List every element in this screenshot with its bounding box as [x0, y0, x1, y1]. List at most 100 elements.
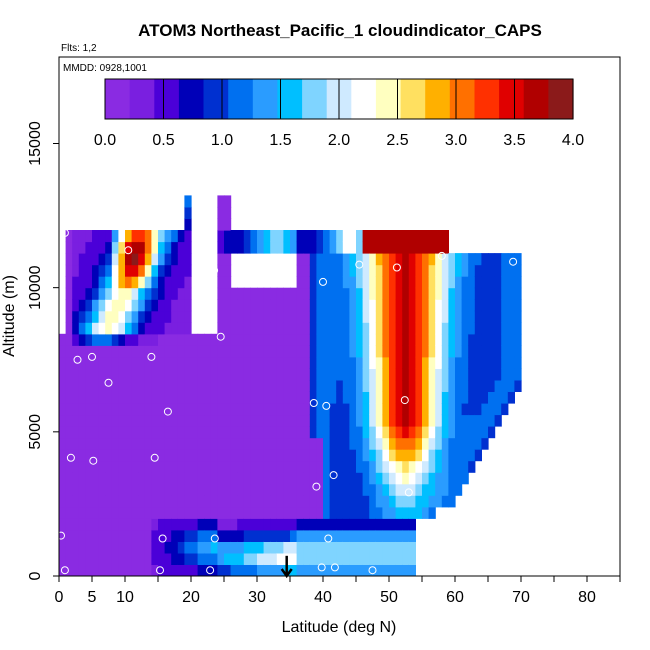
heatmap-cell: [276, 426, 284, 439]
heatmap-cell: [197, 426, 205, 439]
heatmap-cell: [197, 437, 205, 450]
heatmap-cell: [323, 230, 331, 243]
heatmap-cell: [72, 529, 80, 542]
heatmap-cell: [105, 506, 113, 519]
heatmap-cell: [144, 483, 152, 496]
heatmap-cell: [78, 333, 86, 346]
heatmap-cell: [78, 379, 86, 392]
heatmap-cell: [422, 356, 430, 369]
heatmap-cell: [336, 333, 344, 346]
heatmap-cell: [448, 264, 456, 277]
heatmap-cell: [230, 368, 238, 381]
heatmap-cell: [336, 264, 344, 277]
heatmap-cell: [336, 287, 344, 300]
heatmap-cell: [389, 253, 397, 266]
heatmap-cell: [316, 518, 324, 531]
heatmap-cell: [237, 506, 245, 519]
heatmap-cell: [276, 529, 284, 542]
heatmap-cell: [507, 345, 515, 358]
heatmap-cell: [336, 449, 344, 462]
heatmap-cell: [455, 391, 463, 404]
heatmap-cell: [422, 426, 430, 439]
heatmap-cell: [448, 414, 456, 427]
heatmap-cell: [329, 529, 337, 542]
heatmap-cell: [402, 529, 410, 542]
heatmap-cell: [356, 426, 364, 439]
heatmap-cell: [415, 460, 423, 473]
heatmap-cell: [474, 322, 482, 335]
heatmap-cell: [98, 437, 106, 450]
heatmap-cell: [336, 391, 344, 404]
heatmap-cell: [329, 287, 337, 300]
heatmap-cell: [448, 345, 456, 358]
heatmap-cell: [171, 472, 179, 485]
heatmap-cell: [263, 495, 271, 508]
sample-point: [206, 566, 215, 575]
heatmap-cell: [415, 333, 423, 346]
chart-title: ATOM3 Northeast_Pacific_1 cloudindicator…: [138, 21, 542, 40]
heatmap-cell: [296, 241, 304, 254]
colorbar-tick-label: 1.5: [269, 132, 291, 149]
heatmap-cell: [408, 368, 416, 381]
heatmap-cell: [184, 333, 192, 346]
heatmap-cell: [158, 403, 166, 416]
heatmap-cell: [197, 529, 205, 542]
heatmap-cell: [316, 414, 324, 427]
heatmap-cell: [138, 379, 146, 392]
heatmap-cell: [290, 541, 298, 554]
heatmap-cell: [435, 472, 443, 485]
heatmap-cell: [276, 299, 284, 312]
heatmap-cell: [481, 345, 489, 358]
heatmap-cell: [441, 253, 449, 266]
heatmap-cell: [481, 310, 489, 323]
heatmap-cell: [151, 391, 159, 404]
heatmap-cell: [316, 437, 324, 450]
heatmap-cell: [263, 299, 271, 312]
heatmap-cell: [144, 253, 152, 266]
heatmap-cell: [118, 426, 126, 439]
heatmap-cell: [257, 472, 265, 485]
heatmap-cell: [349, 460, 357, 473]
heatmap-cell: [65, 379, 73, 392]
heatmap-cell: [65, 437, 73, 450]
heatmap-cell: [415, 253, 423, 266]
heatmap-cell: [125, 322, 133, 335]
heatmap-cell: [309, 368, 317, 381]
heatmap-cell: [369, 518, 377, 531]
heatmap-cell: [210, 368, 218, 381]
heatmap-cell: [303, 230, 311, 243]
heatmap-cell: [243, 518, 251, 531]
heatmap-cell: [494, 414, 502, 427]
heatmap-cell: [131, 241, 139, 254]
heatmap-cell: [369, 276, 377, 289]
heatmap-cell: [303, 379, 311, 392]
heatmap-cell: [441, 345, 449, 358]
heatmap-cell: [237, 356, 245, 369]
heatmap-cell: [415, 241, 423, 254]
heatmap-cell: [210, 391, 218, 404]
heatmap-cell: [507, 391, 515, 404]
heatmap-cell: [415, 345, 423, 358]
heatmap-cell: [428, 276, 436, 289]
heatmap-cell: [395, 426, 403, 439]
heatmap-cell: [270, 310, 278, 323]
heatmap-cell: [461, 253, 469, 266]
heatmap-cell: [72, 541, 80, 554]
heatmap-cell: [408, 472, 416, 485]
heatmap-cell: [402, 495, 410, 508]
heatmap-cell: [98, 564, 106, 576]
heatmap-cell: [224, 437, 232, 450]
sample-point: [324, 534, 333, 543]
heatmap-cell: [362, 518, 370, 531]
heatmap-cell: [428, 472, 436, 485]
heatmap-cell: [422, 253, 430, 266]
heatmap-cell: [151, 322, 159, 335]
heatmap-cell: [428, 506, 436, 519]
heatmap-cell: [59, 518, 67, 531]
heatmap-cell: [184, 460, 192, 473]
sample-point: [319, 277, 327, 286]
heatmap-cell: [375, 449, 383, 462]
heatmap-cell: [204, 391, 212, 404]
heatmap-cell: [402, 345, 410, 358]
